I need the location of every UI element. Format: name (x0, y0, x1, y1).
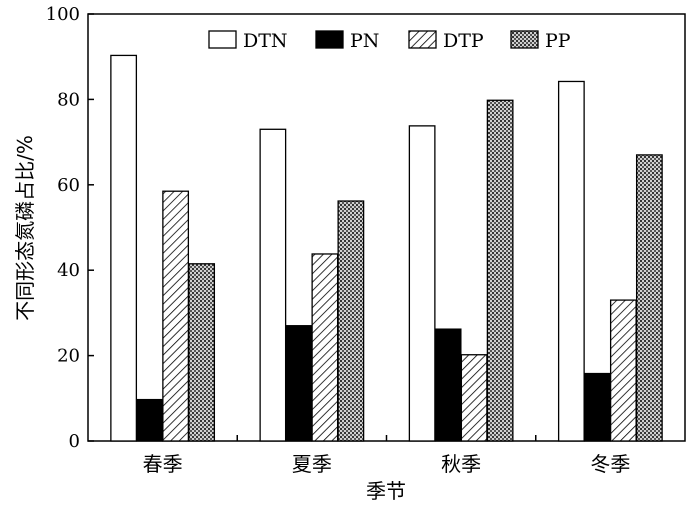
bar-dtn-1 (110, 54, 138, 442)
legend-swatch-pp (510, 30, 539, 49)
y-tick-label: 0 (69, 431, 80, 452)
bar-dtn-2 (259, 128, 287, 442)
bar-dtn-4 (557, 80, 585, 442)
legend-label-dtp: DTP (443, 30, 484, 52)
bar-dtp-1 (162, 190, 190, 442)
x-tick-label: 春季 (143, 452, 183, 476)
y-tick-label: 100 (46, 4, 80, 25)
x-axis-title: 季节 (366, 479, 406, 503)
legend-label-dtn: DTN (243, 30, 288, 52)
bar-pn-4 (583, 372, 611, 442)
bar-pp-3 (486, 99, 514, 442)
bar-pn-1 (136, 398, 164, 442)
bar-dtn-3 (408, 125, 436, 442)
legend: DTN PN DTP PP (208, 30, 571, 52)
bar-pp-2 (337, 200, 365, 442)
legend-swatch-pn (315, 30, 344, 49)
x-axis: 春季 夏季 秋季 冬季 (143, 435, 630, 476)
bar-dtp-4 (609, 299, 637, 442)
y-tick-label: 60 (57, 175, 80, 196)
y-tick-label: 20 (57, 346, 80, 367)
legend-swatch-dtn (208, 30, 237, 49)
y-axis-title: 不同形态氮磷占比/% (13, 135, 37, 321)
bar-dtp-3 (460, 354, 488, 442)
y-axis: 0 20 40 60 80 100 (46, 4, 94, 452)
x-tick-label: 夏季 (292, 452, 332, 476)
x-tick-label: 冬季 (590, 452, 630, 476)
y-tick-label: 40 (57, 260, 80, 281)
bar-dtp-2 (311, 253, 339, 442)
bar-pn-2 (285, 325, 313, 442)
legend-swatch-dtp (408, 30, 437, 49)
legend-label-pp: PP (545, 30, 571, 52)
x-tick-label: 秋季 (441, 452, 481, 476)
y-tick-label: 80 (57, 89, 80, 110)
bars-group (110, 54, 663, 442)
bar-pn-3 (434, 328, 462, 442)
bar-pp-4 (635, 154, 663, 442)
bar-pp-1 (188, 263, 216, 442)
legend-label-pn: PN (350, 30, 379, 52)
